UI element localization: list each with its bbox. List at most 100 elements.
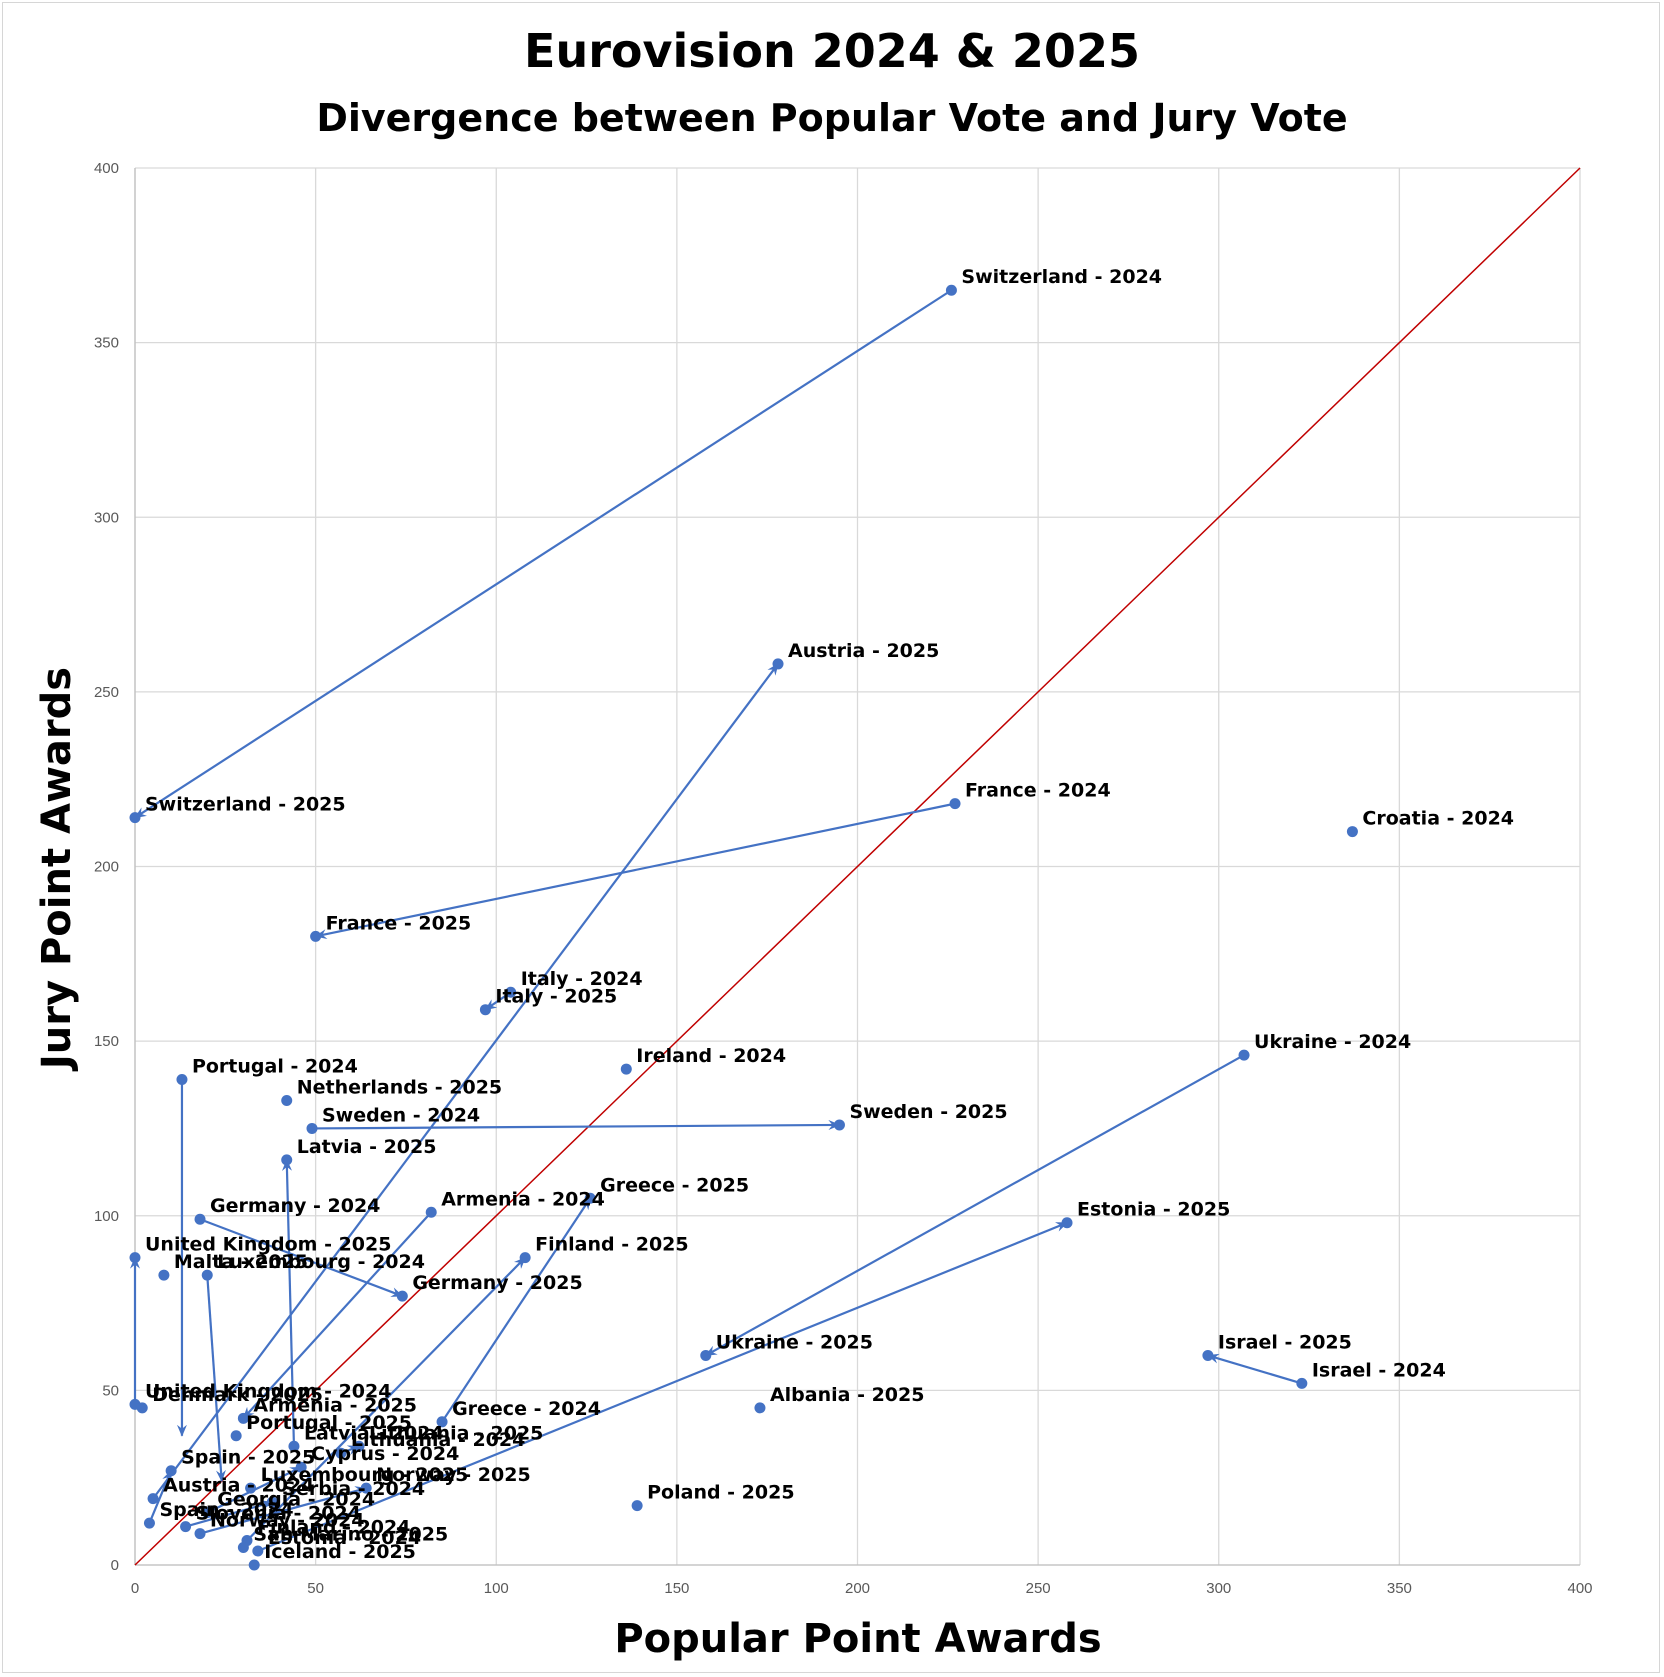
point-label: Luxembourg - 2025 bbox=[261, 1464, 469, 1486]
y-tick-label: 50 bbox=[102, 1382, 119, 1399]
data-point bbox=[505, 986, 517, 998]
data-point bbox=[201, 1269, 213, 1281]
point-label: Ireland - 2024 bbox=[636, 1045, 786, 1067]
data-point bbox=[237, 1412, 249, 1424]
data-point bbox=[945, 284, 957, 296]
point-label: Switzerland - 2024 bbox=[961, 266, 1162, 288]
x-tick-label: 300 bbox=[1206, 1580, 1231, 1597]
data-point bbox=[833, 1119, 845, 1131]
data-point bbox=[949, 798, 961, 810]
point-label: Netherlands - 2025 bbox=[297, 1076, 502, 1098]
point-label: United Kingdom - 2025 bbox=[145, 1234, 391, 1256]
data-point bbox=[230, 1430, 242, 1442]
change-arrow bbox=[314, 802, 956, 940]
point-label: Armenia - 2025 bbox=[253, 1394, 417, 1416]
reference-line-layer bbox=[134, 167, 1581, 1566]
point-label: Malta - 2025 bbox=[174, 1251, 308, 1273]
change-arrow bbox=[242, 1211, 433, 1420]
point-label: Estonia - 2024 bbox=[268, 1527, 421, 1549]
data-point bbox=[1238, 1049, 1250, 1061]
point-label: Germany - 2025 bbox=[412, 1272, 582, 1294]
data-point bbox=[584, 1192, 596, 1204]
data-point bbox=[143, 1517, 155, 1529]
data-point bbox=[165, 1465, 177, 1477]
point-label: Israel - 2024 bbox=[1312, 1359, 1446, 1381]
point-label: Slovenia - 2024 bbox=[196, 1503, 361, 1525]
change-arrow bbox=[1206, 1353, 1303, 1385]
change-arrow bbox=[185, 1500, 274, 1528]
point-layer bbox=[129, 284, 1358, 1571]
data-point bbox=[281, 1154, 293, 1166]
point-label: Sweden - 2025 bbox=[849, 1101, 1007, 1123]
data-point bbox=[180, 1521, 192, 1533]
point-label: Sweden - 2024 bbox=[322, 1104, 480, 1126]
y-tick-label: 200 bbox=[94, 859, 119, 876]
y-axis-title: Jury Point Awards bbox=[34, 667, 80, 1072]
y-tick-label: 350 bbox=[94, 335, 119, 352]
data-point bbox=[295, 1461, 307, 1473]
point-label: San Marino - 2025 bbox=[253, 1524, 448, 1546]
x-tick-label: 150 bbox=[664, 1580, 689, 1597]
data-point bbox=[252, 1545, 264, 1557]
point-label: Austria - 2025 bbox=[788, 640, 939, 662]
data-point bbox=[266, 1496, 278, 1508]
data-point bbox=[129, 812, 141, 824]
point-label: Italy - 2024 bbox=[521, 968, 643, 990]
x-tick-label: 400 bbox=[1567, 1580, 1592, 1597]
x-tick-label: 200 bbox=[845, 1580, 870, 1597]
y-tick-label: 150 bbox=[94, 1033, 119, 1050]
y-tick-label: 300 bbox=[94, 509, 119, 526]
x-tick-label: 50 bbox=[307, 1580, 324, 1597]
arrow-layer bbox=[130, 289, 1303, 1553]
point-label: France - 2024 bbox=[965, 780, 1111, 802]
point-label: Iceland - 2025 bbox=[264, 1541, 416, 1563]
data-point bbox=[1296, 1377, 1308, 1389]
point-label: Lithuania - 2024 bbox=[351, 1429, 525, 1451]
point-label: Switzerland - 2025 bbox=[145, 794, 346, 816]
y-tick-label: 250 bbox=[94, 684, 119, 701]
data-point bbox=[194, 1213, 206, 1225]
data-point bbox=[158, 1269, 170, 1281]
data-point bbox=[396, 1290, 408, 1302]
point-label: Finland - 2024 bbox=[257, 1517, 410, 1539]
y-tick-label: 0 bbox=[111, 1557, 119, 1574]
data-point bbox=[1061, 1217, 1073, 1229]
data-point bbox=[129, 1252, 141, 1264]
point-label: Israel - 2025 bbox=[1218, 1331, 1352, 1353]
data-point bbox=[306, 1122, 318, 1134]
point-label: Poland - 2025 bbox=[647, 1482, 794, 1504]
data-point bbox=[245, 1482, 257, 1494]
y-tick-label: 400 bbox=[94, 160, 119, 177]
data-point bbox=[700, 1349, 712, 1361]
point-label: Germany - 2024 bbox=[210, 1195, 380, 1217]
point-label: Serbia - 2024 bbox=[282, 1478, 425, 1500]
point-label: Austria - 2024 bbox=[163, 1475, 314, 1497]
point-label: Portugal - 2025 bbox=[246, 1412, 412, 1434]
point-label: Croatia - 2024 bbox=[1362, 808, 1514, 830]
point-label: Ukraine - 2024 bbox=[1254, 1031, 1411, 1053]
data-point bbox=[310, 930, 322, 942]
y-tick-label: 100 bbox=[94, 1208, 119, 1225]
change-arrow bbox=[206, 1275, 226, 1483]
change-arrow bbox=[441, 1197, 592, 1423]
data-point bbox=[281, 1094, 293, 1106]
x-tick-label: 0 bbox=[131, 1580, 139, 1597]
point-label: Georgia - 2024 bbox=[217, 1489, 375, 1511]
point-label: France - 2025 bbox=[326, 912, 472, 934]
point-label: Latvia - 2025 bbox=[297, 1136, 437, 1158]
point-label: Latvia - 2024 bbox=[304, 1422, 444, 1444]
data-point bbox=[436, 1416, 448, 1428]
chart-title: Eurovision 2024 & 2025 bbox=[524, 24, 1140, 78]
data-point bbox=[176, 1074, 188, 1086]
data-point bbox=[335, 1447, 347, 1459]
x-tick-label: 100 bbox=[484, 1580, 509, 1597]
point-label: Estonia - 2025 bbox=[1077, 1199, 1230, 1221]
change-arrow bbox=[704, 1054, 1245, 1357]
point-label: Luxembourg - 2024 bbox=[217, 1251, 425, 1273]
data-point bbox=[360, 1482, 372, 1494]
point-label: Finland - 2025 bbox=[535, 1234, 688, 1256]
data-point bbox=[519, 1252, 531, 1264]
point-label: Denmark - 2025 bbox=[152, 1384, 323, 1406]
change-arrow bbox=[148, 1469, 173, 1524]
